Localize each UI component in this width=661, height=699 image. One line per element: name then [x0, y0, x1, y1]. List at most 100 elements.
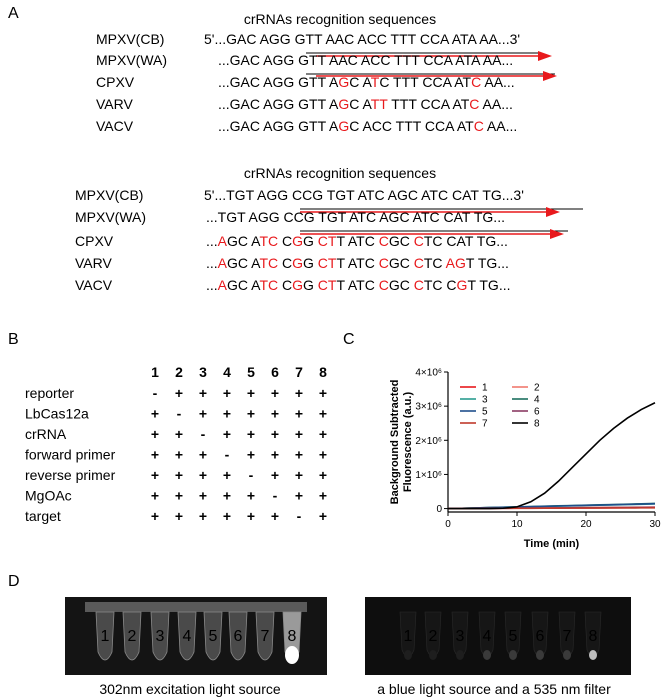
x-tick-label: 30: [649, 519, 661, 530]
tube-label: 1: [101, 628, 110, 645]
cell: +: [247, 426, 255, 442]
arrowhead: [550, 229, 564, 239]
photo-caption: 302nm excitation light source: [99, 681, 281, 697]
cell: +: [295, 467, 303, 483]
tube-label: 6: [536, 628, 545, 645]
row-label: target: [25, 508, 61, 524]
sequence-segment: AA...: [481, 74, 514, 90]
sequence-segment: C: [474, 118, 484, 134]
glow: [563, 650, 571, 660]
sequence: ...GAC AGG GTT AAC ACC TTT CCA ATA AA...: [218, 52, 513, 68]
sequence-segment: GC A: [227, 255, 261, 271]
tube-label: 2: [128, 628, 137, 645]
virus-name: MPXV(CB): [96, 31, 164, 47]
x-tick-label: 20: [580, 519, 592, 530]
sequence-segment: T ATC: [336, 255, 378, 271]
legend-label: 4: [534, 395, 540, 406]
photo-caption: a blue light source and a 535 nm filter: [377, 681, 611, 697]
sequence-segment: G: [303, 277, 318, 293]
sequence-segment: C: [471, 74, 481, 90]
column-header: 5: [247, 364, 255, 380]
sequence-segment: CT: [318, 233, 337, 249]
cell: +: [271, 385, 279, 401]
cell: +: [199, 385, 207, 401]
cell: -: [153, 385, 158, 401]
tube: [177, 611, 197, 661]
virus-name: MPXV(CB): [75, 187, 143, 203]
virus-name: MPXV(WA): [96, 52, 167, 68]
sequence-segment: A: [218, 255, 228, 271]
panel-label: C: [343, 331, 355, 348]
tube-label: 8: [288, 628, 297, 645]
sequence-title: crRNAs recognition sequences: [244, 165, 436, 181]
cell: +: [319, 467, 327, 483]
cell: +: [271, 467, 279, 483]
sequence-segment: ...TGT AGG CCG TGT ATC AGC ATC CAT TG...: [206, 209, 505, 225]
sequence-segment: ...: [206, 233, 218, 249]
sequence-segment: T ATC: [336, 233, 378, 249]
legend-label: 7: [482, 419, 488, 430]
legend-label: 8: [534, 419, 540, 430]
sequence-segment: C: [414, 255, 424, 271]
tube-label: 1: [404, 628, 413, 645]
cell: +: [319, 508, 327, 524]
tube-label: 4: [183, 628, 192, 645]
glow: [483, 650, 491, 660]
row-label: LbCas12a: [25, 406, 89, 422]
cell: +: [175, 467, 183, 483]
cell: +: [247, 488, 255, 504]
cell: +: [199, 508, 207, 524]
virus-name: CPXV: [75, 233, 114, 249]
cell: +: [223, 508, 231, 524]
tube-label: 8: [589, 628, 598, 645]
cell: +: [271, 426, 279, 442]
sequence-segment: A: [218, 277, 228, 293]
y-tick-label: 1×10⁶: [415, 470, 442, 481]
photo-left: [65, 597, 327, 675]
cell: +: [199, 488, 207, 504]
glow: [404, 650, 412, 660]
sequence-segment: ...GAC AGG GTT A: [218, 118, 339, 134]
cell: +: [295, 488, 303, 504]
sequence: 5'...TGT AGG CCG TGT ATC AGC ATC CAT TG.…: [204, 187, 524, 203]
column-header: 6: [271, 364, 279, 380]
virus-name: VARV: [75, 255, 112, 271]
y-tick-label: 4×10⁶: [415, 368, 442, 379]
tubes: [95, 611, 302, 664]
sequence: ...AGC ATC CGG CTT ATC CGC CTC CGT TG...: [206, 277, 510, 293]
y-axis-label: Background Subtracted: [389, 380, 401, 505]
sequence-segment: TC CAT TG...: [424, 233, 508, 249]
sequence-segment: G: [338, 96, 349, 112]
cell: +: [151, 508, 159, 524]
sequence-segment: GC A: [227, 233, 261, 249]
cell: +: [151, 488, 159, 504]
cell: +: [295, 385, 303, 401]
sequence-segment: CT: [318, 277, 337, 293]
sequence-segment: ...GAC AGG GTT A: [218, 96, 339, 112]
cell: +: [223, 467, 231, 483]
sequence-segment: G: [292, 255, 303, 271]
sequence-segment: T ATC: [336, 277, 378, 293]
legend-label: 2: [534, 383, 540, 394]
legend-label: 3: [482, 395, 488, 406]
legend-label: 1: [482, 383, 488, 394]
cell: +: [223, 426, 231, 442]
glow: [589, 650, 597, 660]
virus-name: CPXV: [96, 74, 135, 90]
cell: +: [295, 406, 303, 422]
sequence: ...AGC ATC CGG CTT ATC CGC CTC CAT TG...: [206, 233, 508, 249]
sequence-segment: C A: [349, 96, 372, 112]
x-tick-label: 0: [445, 519, 451, 530]
sequence-segment: T TG...: [467, 277, 510, 293]
sequence: ...TGT AGG CCG TGT ATC AGC ATC CAT TG...: [206, 209, 505, 225]
sequence-segment: G: [338, 74, 349, 90]
cell: +: [271, 406, 279, 422]
sequence: ...AGC ATC CGG CTT ATC CGC CTC AGT TG...: [206, 255, 509, 271]
row-label: MgOAc: [25, 488, 72, 504]
sequence-segment: GC: [389, 255, 414, 271]
cell: -: [225, 447, 230, 463]
cell: -: [297, 508, 302, 524]
tube-label: 2: [429, 628, 438, 645]
glow: [509, 650, 517, 660]
